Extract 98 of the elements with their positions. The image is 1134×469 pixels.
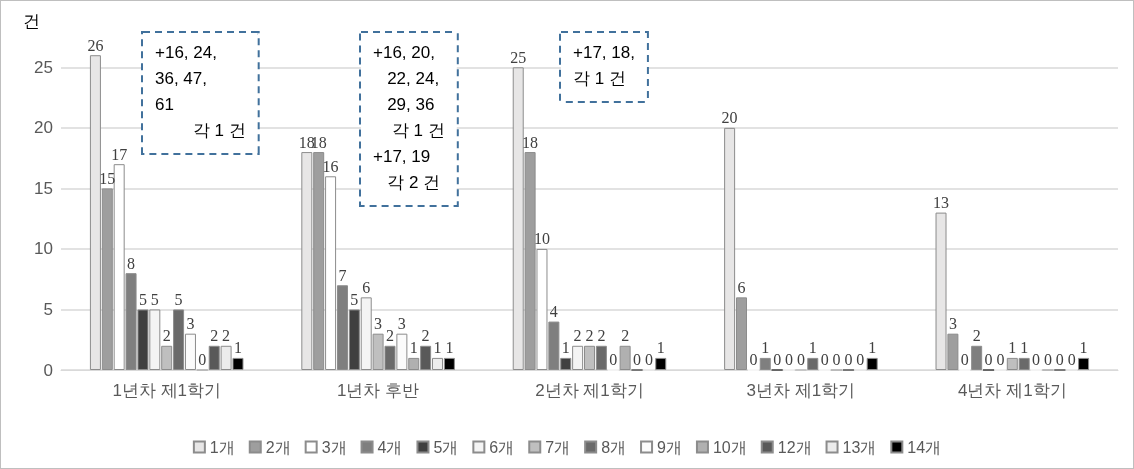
y-tick-label: 15 — [34, 178, 53, 198]
legend-label: 7개 — [545, 438, 571, 456]
data-label: 1 — [868, 339, 877, 357]
data-label: 1 — [445, 339, 454, 357]
data-label: 6 — [737, 278, 746, 296]
legend-label: 3개 — [321, 438, 347, 456]
data-label: 1 — [1008, 339, 1017, 357]
data-label: 0 — [844, 351, 853, 368]
data-label: 0 — [1043, 351, 1052, 368]
x-tick-label: 4년차 제1학기 — [957, 381, 1067, 400]
data-label: 1 — [409, 339, 418, 357]
data-label: 0 — [1067, 351, 1076, 368]
data-label: 0 — [960, 351, 969, 368]
legend-label: 14개 — [907, 438, 942, 456]
data-label: 0 — [984, 351, 993, 368]
bar — [866, 357, 878, 370]
data-label: 3 — [374, 315, 383, 333]
data-label: 18 — [298, 133, 315, 151]
data-label: 0 — [785, 351, 794, 368]
data-label: 18 — [522, 133, 539, 151]
data-label: 16 — [322, 157, 339, 175]
data-label: 2 — [573, 327, 582, 345]
data-label: 0 — [832, 351, 841, 368]
data-label: 2 — [385, 327, 394, 345]
y-tick-label: 20 — [34, 118, 53, 138]
data-label: 1 — [761, 339, 770, 357]
data-label: 1 — [561, 339, 570, 357]
data-label: 1 — [808, 339, 817, 357]
bar — [807, 357, 819, 370]
annotation: +16, 20, 22, 24, 29, 36 각 1 건 +17, 19 각 2 건 — [373, 42, 445, 192]
data-label: 2 — [162, 327, 171, 345]
legend-label: 12개 — [777, 438, 812, 456]
data-label: 0 — [609, 351, 618, 368]
x-tick-label: 1년차 후반 — [337, 381, 420, 400]
data-label: 3 — [948, 315, 957, 333]
legend-label: 6개 — [489, 438, 515, 456]
data-label: 0 — [996, 351, 1005, 368]
legend-label: 1개 — [209, 438, 235, 456]
data-label: 5 — [174, 290, 183, 308]
bar — [1078, 357, 1090, 370]
legend-label: 8개 — [601, 438, 627, 456]
data-label: 0 — [1032, 351, 1041, 368]
legend-label: 2개 — [265, 438, 291, 456]
data-label: 3 — [397, 315, 406, 333]
data-label: 13 — [933, 194, 950, 212]
y-tick-label: 0 — [43, 360, 53, 380]
y-tick-label: 25 — [34, 57, 53, 77]
data-label: 5 — [350, 290, 359, 308]
data-label: 1 — [1079, 339, 1088, 357]
bar — [971, 345, 983, 370]
data-label: 2 — [421, 327, 430, 345]
bar — [619, 345, 631, 370]
data-label: 7 — [338, 266, 347, 284]
data-label: 1 — [233, 339, 242, 357]
data-label: 0 — [198, 351, 207, 368]
data-label: 0 — [796, 351, 805, 368]
x-tick-label: 3년차 제1학기 — [746, 381, 856, 400]
data-label: 3 — [186, 315, 195, 333]
y-axis-title: 건 — [23, 12, 40, 31]
bar — [759, 357, 771, 370]
data-label: 8 — [127, 254, 136, 272]
data-label: 0 — [856, 351, 865, 368]
data-label: 2 — [222, 327, 231, 345]
data-label: 1 — [656, 339, 665, 357]
data-label: 2 — [585, 327, 594, 345]
legend-label: 4개 — [377, 438, 403, 456]
y-tick-label: 5 — [43, 299, 53, 319]
data-label: 20 — [721, 109, 738, 127]
x-tick-label: 2년차 제1학기 — [535, 381, 644, 400]
annotation: +17, 18, 각 1 건 — [573, 42, 635, 88]
data-label: 0 — [1055, 351, 1064, 368]
data-label: 6 — [362, 278, 371, 296]
x-tick-label: 1년차 제1학기 — [112, 381, 222, 400]
data-label: 1 — [433, 339, 442, 357]
y-tick-label: 10 — [34, 239, 53, 259]
data-label: 2 — [621, 327, 630, 345]
data-label: 26 — [87, 36, 104, 54]
data-label: 1 — [1020, 339, 1029, 357]
legend-label: 5개 — [433, 438, 459, 456]
data-label: 0 — [633, 351, 642, 368]
data-label: 0 — [773, 351, 782, 368]
data-label: 4 — [549, 303, 558, 321]
data-label: 25 — [510, 48, 527, 66]
annotation: +16, 24, 36, 47, 61 각 1 건 — [155, 42, 246, 140]
legend-label: 10개 — [712, 438, 747, 456]
data-label: 10 — [533, 230, 550, 248]
data-label: 0 — [820, 351, 829, 368]
data-label: 2 — [210, 327, 219, 345]
data-label: 5 — [138, 290, 147, 308]
bar — [655, 357, 667, 370]
data-label: 0 — [749, 351, 758, 368]
data-label: 2 — [597, 327, 606, 345]
data-label: 2 — [972, 327, 981, 345]
data-label: 5 — [150, 290, 159, 308]
data-label: 17 — [111, 145, 128, 163]
data-label: 0 — [644, 351, 653, 368]
legend-label: 9개 — [657, 438, 682, 456]
legend-label: 13개 — [842, 438, 877, 456]
